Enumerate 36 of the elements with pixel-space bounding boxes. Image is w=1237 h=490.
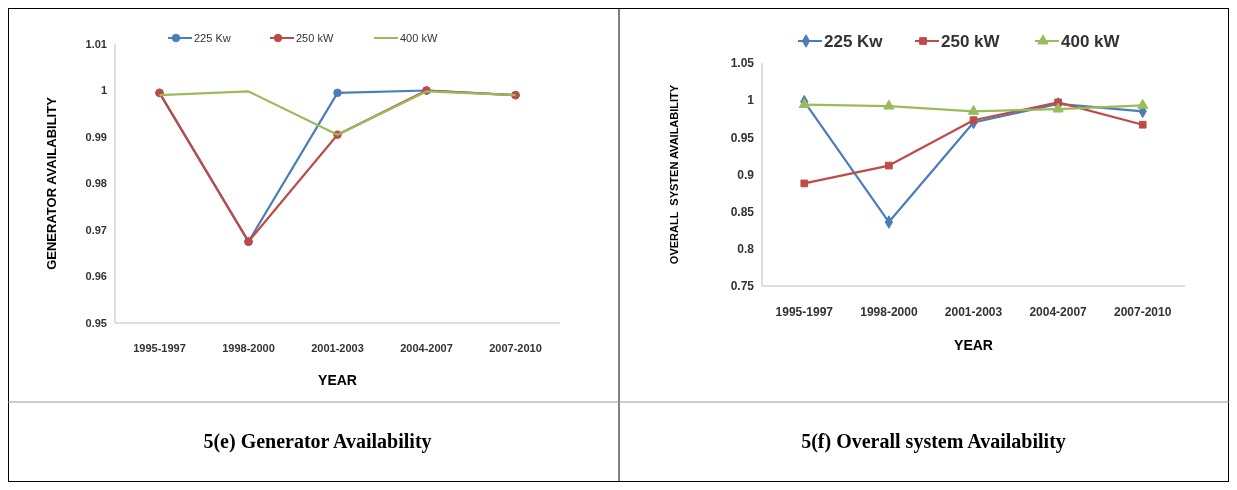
- x-axis-title: YEAR: [954, 337, 993, 353]
- y-tick-label: 1.01: [85, 37, 107, 50]
- x-tick-label: 2004-2007: [1029, 305, 1088, 319]
- text: 5(e) Generator Availability: [203, 430, 432, 453]
- x-tick-label: 2007-2010: [489, 342, 542, 354]
- y-tick-label: 0.98: [85, 177, 107, 190]
- y-tick-label: 1: [747, 93, 755, 108]
- x-axis-title: YEAR: [318, 372, 357, 388]
- y-axis-title: GENERATOR AVAILABILITY: [44, 96, 59, 270]
- x-tick-label: 2007-2010: [1114, 305, 1172, 319]
- y-tick-label: 0.97: [85, 223, 107, 236]
- x-tick-label: 2001-2003: [311, 342, 364, 354]
- y-tick-label: 0.8: [737, 242, 755, 257]
- y-tick-label: 0.95: [730, 130, 755, 145]
- x-tick-label: 1998-2000: [222, 342, 275, 354]
- y-tick-label: 1: [100, 84, 107, 97]
- y-tick-label: 0.9: [737, 167, 755, 182]
- legend-label: 250 kW: [941, 31, 1001, 51]
- legend-label: 250 kW: [296, 31, 334, 44]
- y-tick-label: 0.75: [730, 279, 755, 294]
- text: 5(f) Overall system Availability: [801, 430, 1066, 453]
- legend-label: 225 Kw: [824, 31, 884, 51]
- y-tick-label: 0.96: [85, 270, 107, 283]
- y-tick-label: 0.99: [85, 130, 107, 143]
- y-axis-title: OVERALL SYSTEN AVAILABILITY: [668, 84, 680, 265]
- legend-label: 400 kW: [1061, 31, 1121, 51]
- x-tick-label: 2001-2003: [944, 305, 1003, 319]
- y-tick-label: 1.05: [730, 56, 755, 71]
- x-tick-label: 1995-1997: [775, 305, 834, 319]
- x-tick-label: 1995-1997: [133, 342, 186, 354]
- x-tick-label: 2004-2007: [400, 342, 453, 354]
- x-tick-label: 1998-2000: [860, 305, 918, 319]
- y-tick-label: 0.85: [730, 204, 755, 219]
- legend-label: 400 kW: [400, 31, 438, 44]
- y-tick-label: 0.95: [85, 316, 107, 329]
- legend-label: 225 Kw: [194, 31, 231, 44]
